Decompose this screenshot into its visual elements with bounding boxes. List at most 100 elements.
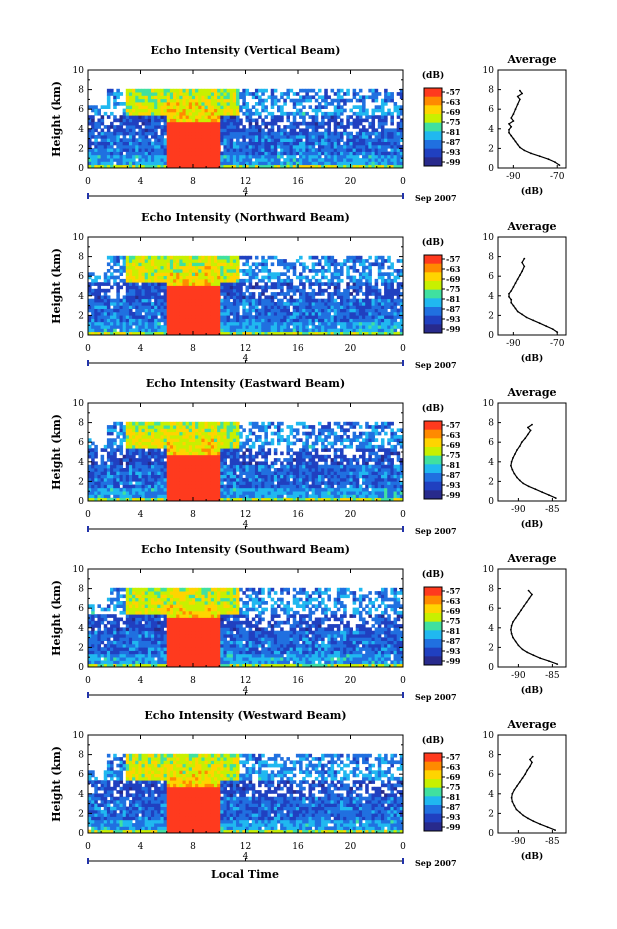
heatmap-cell <box>371 111 376 116</box>
heatmap-cell <box>147 151 152 156</box>
heatmap-cell <box>368 278 372 283</box>
average-profile-point <box>516 103 519 106</box>
heatmap-cell <box>179 158 183 162</box>
heatmap-cell <box>330 154 335 159</box>
heatmap-cell <box>163 484 168 489</box>
heatmap-cell <box>327 158 331 162</box>
heatmap-cell <box>311 95 316 100</box>
heatmap-cell <box>166 315 171 319</box>
heatmap-cell <box>380 282 385 286</box>
heatmap-cell <box>368 115 372 119</box>
heatmap-cell <box>299 161 303 166</box>
heatmap-cell <box>270 298 275 303</box>
heatmap-cell <box>110 431 114 436</box>
heatmap-cell <box>188 88 193 93</box>
heatmap-cell <box>358 318 363 323</box>
heatmap-cell <box>119 308 124 313</box>
heatmap-cell <box>239 282 243 286</box>
heatmap-cell <box>390 148 394 152</box>
heatmap-cell <box>248 331 253 335</box>
heatmap-cell <box>346 118 350 123</box>
heatmap-cell <box>166 298 171 303</box>
heatmap-cell <box>141 278 146 283</box>
heatmap-cell <box>166 288 171 293</box>
heatmap-cell <box>157 497 161 501</box>
heatmap-cell <box>264 98 268 103</box>
heatmap-cell <box>346 98 350 103</box>
heatmap-cell <box>182 288 187 293</box>
heatmap-cell <box>346 121 350 126</box>
heatmap-cell <box>346 311 350 316</box>
heatmap-cell <box>116 474 120 479</box>
heatmap-cell <box>264 144 268 149</box>
heatmap-cell <box>380 305 385 309</box>
heatmap-cell <box>289 288 294 293</box>
heatmap-cell <box>132 328 136 333</box>
heatmap-cell <box>336 278 341 283</box>
y-tick-label: 2 <box>78 144 84 154</box>
heatmap-cell <box>286 278 290 283</box>
heatmap-cell <box>308 328 313 333</box>
heatmap-cell <box>377 298 382 303</box>
heatmap-cell <box>349 321 353 326</box>
heatmap-cell <box>195 148 199 152</box>
heatmap-cell <box>122 477 127 482</box>
heatmap-cell <box>119 428 124 433</box>
heatmap-cell <box>214 275 218 280</box>
heatmap-cell <box>321 311 325 316</box>
heatmap-cell <box>277 115 281 119</box>
heatmap-cell <box>94 325 98 329</box>
heatmap-cell <box>368 141 372 146</box>
heatmap-cell <box>91 148 95 152</box>
heatmap-cell <box>308 144 313 149</box>
heatmap-cell <box>207 144 212 149</box>
heatmap-cell <box>223 131 227 136</box>
heatmap-cell <box>154 487 158 492</box>
heatmap-cell <box>128 265 133 270</box>
heatmap-cell <box>147 118 152 123</box>
heatmap-cell <box>198 135 202 139</box>
heatmap-cell <box>223 151 227 156</box>
heatmap-cell <box>214 305 218 309</box>
y-tick-label: 8 <box>78 253 84 263</box>
heatmap-cell <box>113 305 117 309</box>
heatmap-cell <box>116 461 120 466</box>
heatmap-cell <box>166 438 171 442</box>
heatmap-cell <box>267 275 272 280</box>
heatmap-cell <box>151 269 155 273</box>
heatmap-cell <box>245 278 250 283</box>
heatmap-cell <box>169 292 174 296</box>
heatmap-cell <box>207 265 212 270</box>
heatmap-cell <box>204 158 209 162</box>
heatmap-cell <box>122 305 127 309</box>
heatmap-cell <box>185 318 190 323</box>
heatmap-cell <box>308 282 313 286</box>
heatmap-cell <box>100 484 105 489</box>
heatmap-cell <box>358 144 363 149</box>
heatmap-cell <box>91 491 95 495</box>
average-profile-point <box>530 152 532 155</box>
heatmap-cell <box>267 308 272 313</box>
heatmap-cell <box>122 311 127 316</box>
heatmap-cell <box>254 161 259 166</box>
heatmap-cell <box>176 128 180 133</box>
heatmap-cell <box>242 318 246 323</box>
heatmap-cell <box>128 282 133 286</box>
heatmap-cell <box>169 141 174 146</box>
heatmap-cell <box>258 164 262 168</box>
heatmap-cell <box>333 259 338 263</box>
heatmap-cell <box>132 441 136 446</box>
heatmap-cell <box>292 161 297 166</box>
heatmap-cell <box>110 315 114 319</box>
heatmap-cell <box>280 328 284 333</box>
heatmap-cell <box>119 318 124 323</box>
heatmap-cell <box>264 158 268 162</box>
heatmap-cell <box>141 285 146 290</box>
heatmap-cell <box>311 318 316 323</box>
heatmap-cell <box>390 121 394 126</box>
heatmap-cell <box>128 272 133 276</box>
heatmap-cell <box>358 164 363 168</box>
heatmap-cell <box>125 141 130 146</box>
heatmap-cell <box>100 481 105 485</box>
heatmap-cell <box>220 164 224 168</box>
